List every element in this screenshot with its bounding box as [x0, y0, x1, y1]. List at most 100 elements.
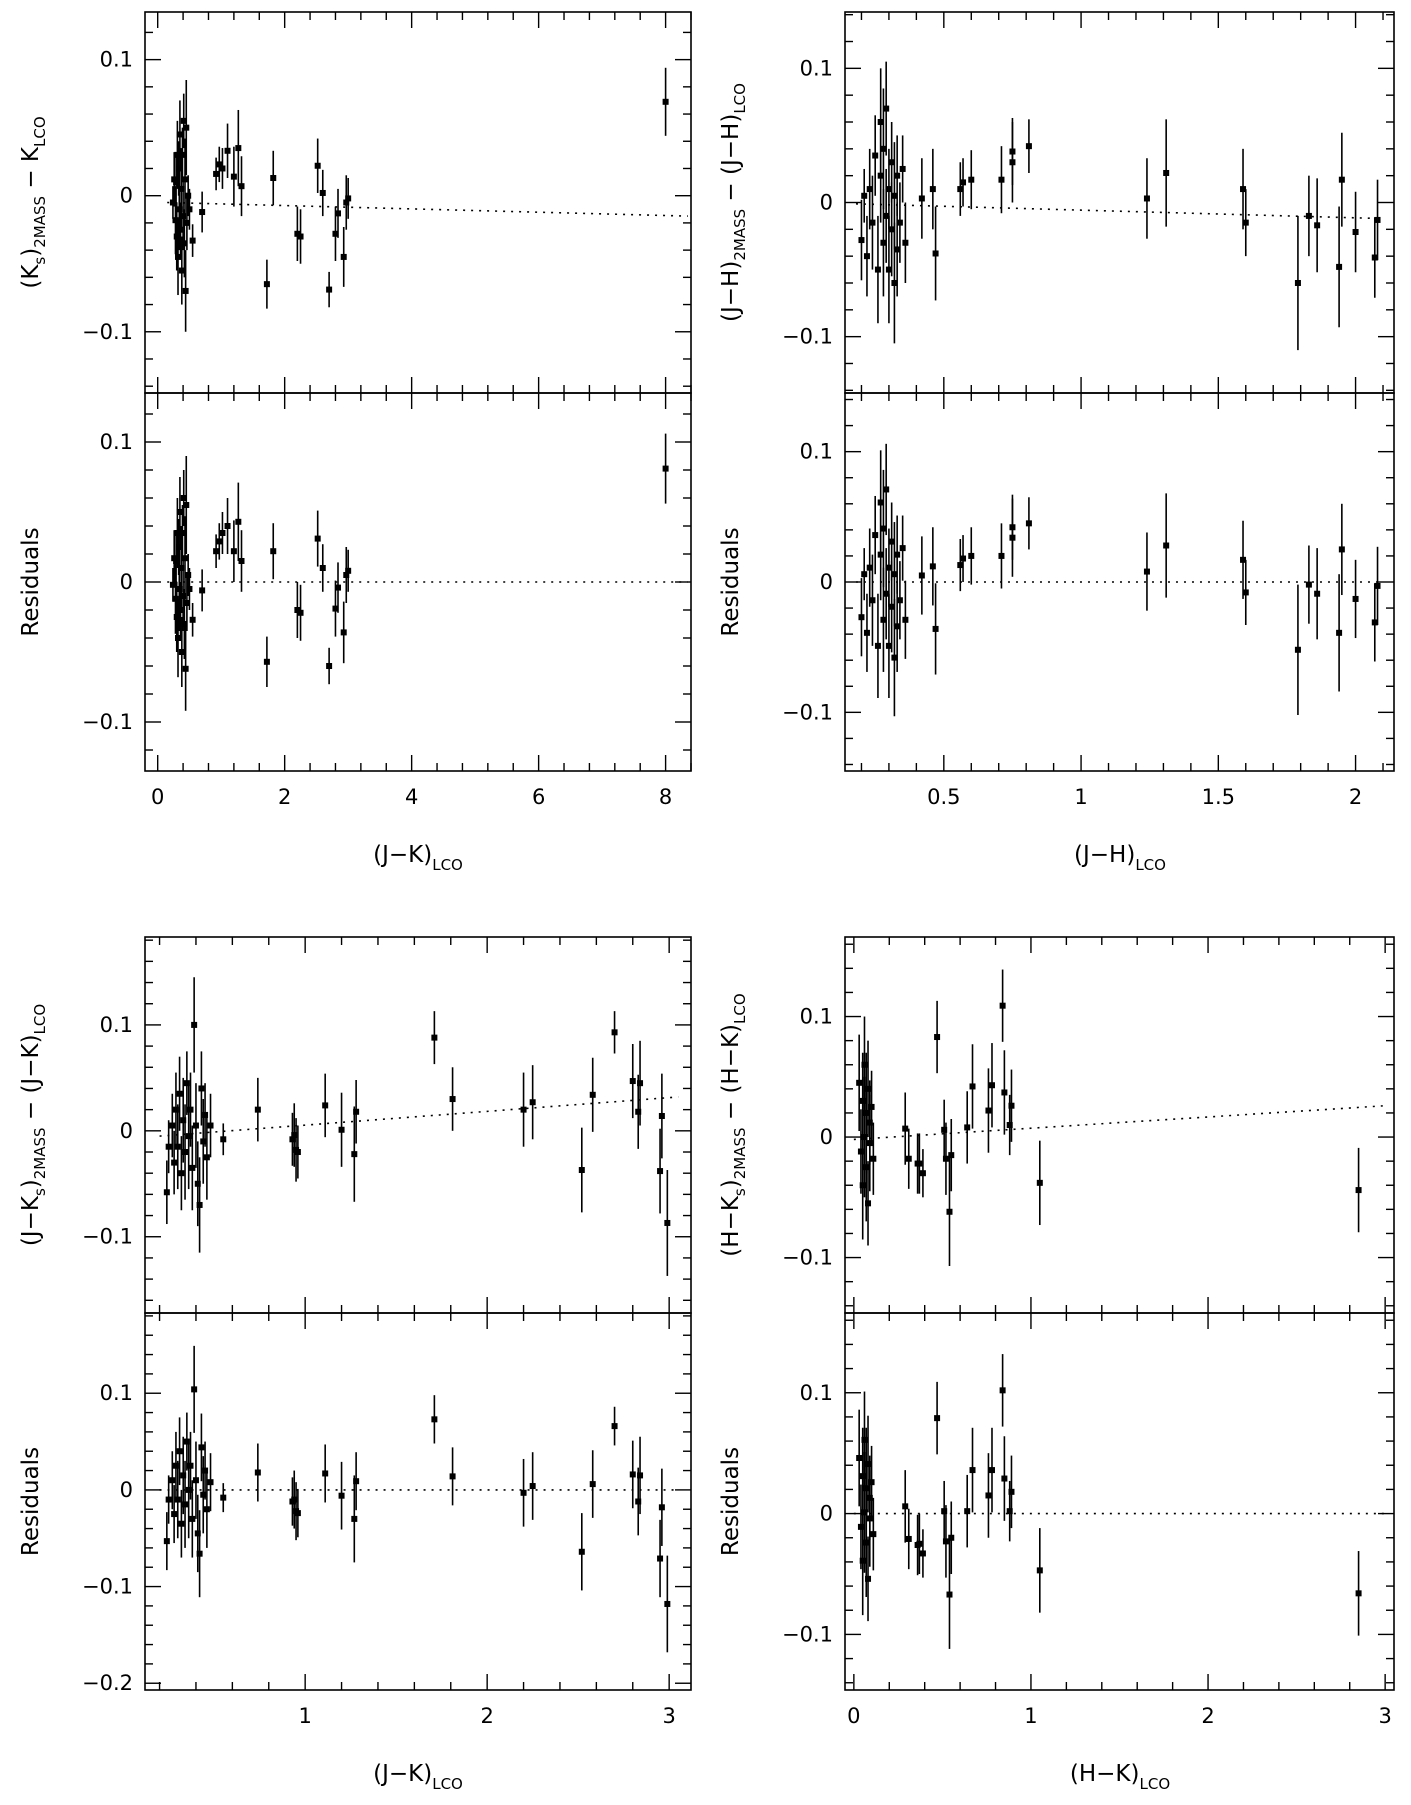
x-tick-label: 2	[278, 785, 291, 809]
data-point	[865, 1085, 872, 1092]
data-point	[174, 1496, 181, 1503]
x-tick-label: 3	[1378, 1704, 1391, 1728]
data-point	[343, 199, 350, 206]
data-point	[894, 623, 901, 630]
data-point	[999, 1387, 1006, 1394]
data-point	[658, 1504, 665, 1511]
data-point	[171, 1511, 178, 1518]
panel-frame	[144, 936, 692, 1314]
data-point	[178, 267, 185, 274]
panel-frame	[844, 11, 1395, 394]
data-point	[291, 1496, 298, 1503]
data-point	[946, 1208, 953, 1215]
data-point	[932, 250, 939, 257]
x-tick-label: 0	[847, 1704, 860, 1728]
data-point	[859, 1557, 866, 1564]
data-point	[189, 616, 196, 623]
data-point	[199, 209, 206, 216]
data-point	[1242, 219, 1249, 226]
data-point	[861, 1436, 868, 1443]
data-point	[863, 629, 870, 636]
x-tick-label: 3	[662, 1704, 675, 1728]
data-point	[529, 1099, 536, 1106]
data-point	[863, 1109, 870, 1116]
data-point	[872, 532, 879, 539]
y-axis-title-part: − (J−H)	[718, 114, 744, 209]
x-tick-label: 1	[1074, 785, 1087, 809]
data-point	[431, 1034, 438, 1041]
y-axis-title-part: )	[18, 248, 44, 257]
data-point	[880, 616, 887, 623]
data-point	[891, 654, 898, 661]
data-point	[174, 1143, 181, 1150]
data-point	[182, 1149, 189, 1156]
data-point	[998, 176, 1005, 183]
data-point	[857, 1148, 864, 1155]
data-point	[216, 538, 223, 545]
y-axis-title-part: (J−K	[18, 1195, 44, 1246]
data-point	[885, 186, 892, 193]
y-tick-label: −0.1	[82, 1575, 133, 1599]
chart-4-panel-1: −0.1 0 0.1 (H−Ks)2MASS − (H−K)LCO	[718, 936, 1395, 1314]
data-point	[662, 465, 669, 472]
data-point	[254, 1469, 261, 1476]
data-point	[207, 1122, 214, 1129]
data-point	[183, 1080, 190, 1087]
x-axis-title: (H−K)LCO	[1070, 1761, 1170, 1793]
data-point	[968, 552, 975, 559]
data-point	[877, 119, 884, 126]
data-point	[230, 173, 237, 180]
data-point	[175, 253, 182, 260]
y-tick-label: 0	[120, 184, 133, 208]
data-point	[289, 1136, 296, 1143]
data-point	[664, 1219, 671, 1226]
data-point	[929, 186, 936, 193]
fit-line	[167, 201, 688, 217]
data-point	[182, 665, 189, 672]
data-point	[1371, 254, 1378, 261]
data-point	[964, 1124, 971, 1131]
x-tick-label: 0	[151, 785, 164, 809]
data-point	[178, 1170, 185, 1177]
data-point	[896, 597, 903, 604]
data-point	[238, 558, 245, 564]
chart-1: −0.100.1(Ks)2MASS − KLCO−0.100.1Residual…	[18, 11, 692, 874]
data-point	[883, 105, 890, 112]
data-point	[916, 1160, 923, 1167]
data-point	[891, 279, 898, 286]
data-point	[224, 147, 231, 154]
data-point	[182, 287, 189, 294]
data-point	[520, 1106, 527, 1113]
data-point	[200, 1138, 207, 1145]
data-point	[194, 1180, 201, 1187]
data-point	[905, 1535, 912, 1542]
data-point	[176, 131, 183, 138]
y-axis-title: Residuals	[718, 1447, 744, 1556]
x-axis-title-sub: LCO	[432, 856, 463, 874]
data-point	[885, 266, 892, 273]
y-axis-title-part: s	[731, 1188, 749, 1196]
data-point	[866, 186, 873, 193]
data-point	[351, 1151, 358, 1158]
y-tick-label: 0.1	[100, 48, 133, 72]
data-point	[969, 1083, 976, 1090]
y-axis-title-part: − (J−K)	[18, 1034, 44, 1127]
data-point	[353, 1478, 360, 1485]
data-point	[1025, 143, 1032, 150]
data-point	[1242, 589, 1249, 596]
data-point	[960, 179, 967, 186]
data-point	[637, 1080, 644, 1087]
data-point	[861, 1509, 868, 1516]
data-point	[919, 1550, 926, 1557]
data-point	[345, 195, 352, 202]
x-tick-label: 1.5	[1202, 785, 1235, 809]
data-point	[866, 1119, 873, 1126]
data-point	[520, 1489, 527, 1496]
y-axis-title-part: LCO	[31, 116, 49, 147]
data-point	[1355, 1187, 1362, 1194]
data-point	[629, 1471, 636, 1478]
data-point	[173, 614, 180, 620]
data-point	[169, 581, 176, 588]
x-axis-title-sub: LCO	[432, 1775, 463, 1793]
data-point	[294, 607, 301, 613]
